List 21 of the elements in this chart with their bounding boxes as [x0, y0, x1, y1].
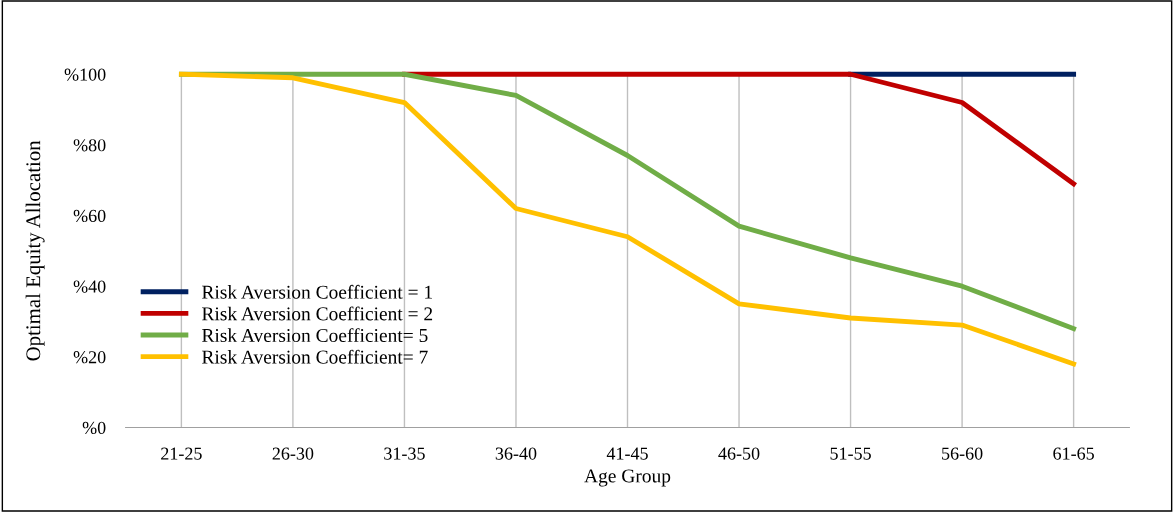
y-axis-title: Optimal Equity Allocation [25, 140, 45, 361]
x-axis-title: Age Group [584, 469, 671, 487]
legend-label: Risk Aversion Coefficient = 2 [202, 306, 433, 321]
y-tick-label: %20 [73, 351, 106, 364]
legend-label: Risk Aversion Coefficient = 1 [202, 284, 432, 299]
legend-label: Risk Aversion Coefficient= 5 [202, 328, 428, 343]
y-tick-label: %60 [73, 209, 106, 223]
x-tick-label: 41-45 [606, 447, 648, 460]
x-tick-label: 46-50 [718, 447, 760, 460]
x-tick-label: 31-35 [384, 447, 425, 460]
y-tick-label: %80 [73, 139, 106, 152]
x-tick-label: 26-30 [272, 447, 314, 460]
x-tick-label: 21-25 [161, 447, 202, 460]
legend-label: Risk Aversion Coefficient= 7 [202, 349, 428, 364]
y-tick-label: %100 [64, 68, 106, 81]
x-tick-label: 36-40 [495, 447, 537, 460]
y-tick-label: %40 [73, 280, 106, 293]
x-tick-label: 56-60 [942, 447, 983, 460]
x-tick-label: 61-65 [1053, 447, 1094, 460]
y-tick-label: %0 [82, 421, 106, 435]
x-tick-label: 51-55 [830, 447, 871, 460]
